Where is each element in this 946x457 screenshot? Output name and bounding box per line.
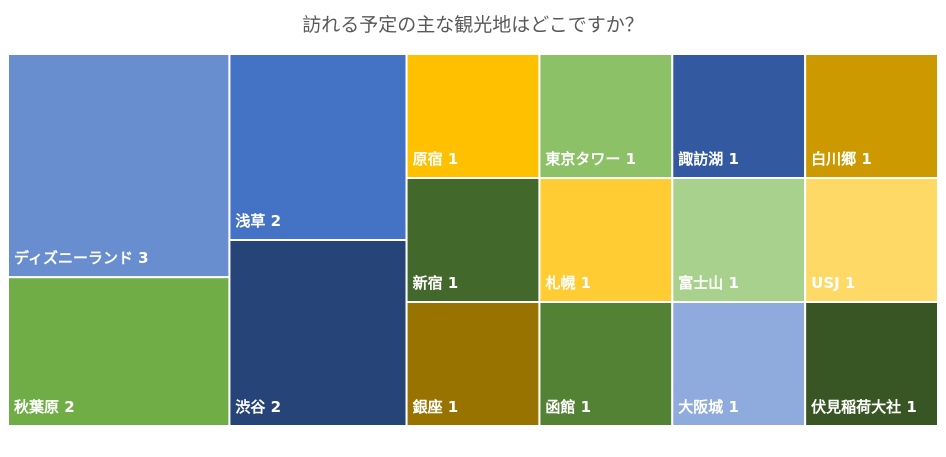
treemap-rect (538, 177, 674, 303)
treemap-label: 東京タワー 1 (545, 150, 636, 168)
treemap-tile: 諏訪湖 1 (671, 53, 807, 179)
treemap-label: 白川郷 1 (811, 150, 872, 168)
treemap-rect (671, 301, 807, 427)
treemap-tile: 原宿 1 (405, 53, 541, 179)
treemap-rect (7, 53, 231, 279)
treemap-tile: 函館 1 (538, 301, 674, 427)
treemap-tile: 富士山 1 (671, 177, 807, 303)
treemap-label: 函館 1 (545, 398, 591, 416)
treemap-label: 札幌 1 (544, 274, 591, 292)
treemap-label: 新宿 1 (413, 274, 459, 292)
treemap-rect (405, 301, 541, 427)
treemap-tile: 浅草 2 (228, 53, 408, 241)
treemap-tile: 銀座 1 (405, 301, 541, 427)
treemap-tile: 大阪城 1 (671, 301, 807, 427)
treemap-tile: 札幌 1 (538, 177, 674, 303)
treemap-tile: 秋葉原 2 (7, 276, 231, 428)
treemap-tile: ディズニーランド 3 (7, 53, 231, 279)
treemap-rect (804, 177, 940, 303)
treemap-label: 銀座 1 (413, 398, 459, 416)
treemap-label: 秋葉原 2 (14, 398, 75, 416)
treemap-tile: 白川郷 1 (804, 53, 940, 179)
chart-title: 訪れる予定の主な観光地はどこですか？ (302, 14, 644, 36)
treemap-rect (804, 53, 940, 179)
treemap-label: 大阪城 1 (678, 398, 739, 416)
treemap-label: 諏訪湖 1 (678, 150, 739, 168)
treemap-label: USJ 1 (811, 274, 855, 292)
treemap-rect (804, 301, 940, 427)
treemap-tile: USJ 1 (804, 177, 940, 303)
treemap-rect (405, 177, 541, 303)
treemap-tile: 新宿 1 (405, 177, 541, 303)
treemap-label: 原宿 1 (413, 150, 459, 168)
treemap-tile: 東京タワー 1 (538, 53, 674, 179)
treemap-label: 浅草 2 (235, 212, 281, 230)
treemap-rect (538, 53, 674, 179)
treemap-tile: 渋谷 2 (228, 239, 408, 427)
treemap-rect (538, 301, 674, 427)
treemap-label: 富士山 1 (678, 274, 739, 292)
treemap-label: 渋谷 2 (235, 398, 281, 416)
treemap-label: 伏見稲荷大社 1 (811, 398, 917, 416)
treemap-tile: 伏見稲荷大社 1 (804, 301, 940, 427)
treemap-rect (671, 177, 807, 303)
treemap-label: ディズニーランド 3 (14, 249, 149, 267)
